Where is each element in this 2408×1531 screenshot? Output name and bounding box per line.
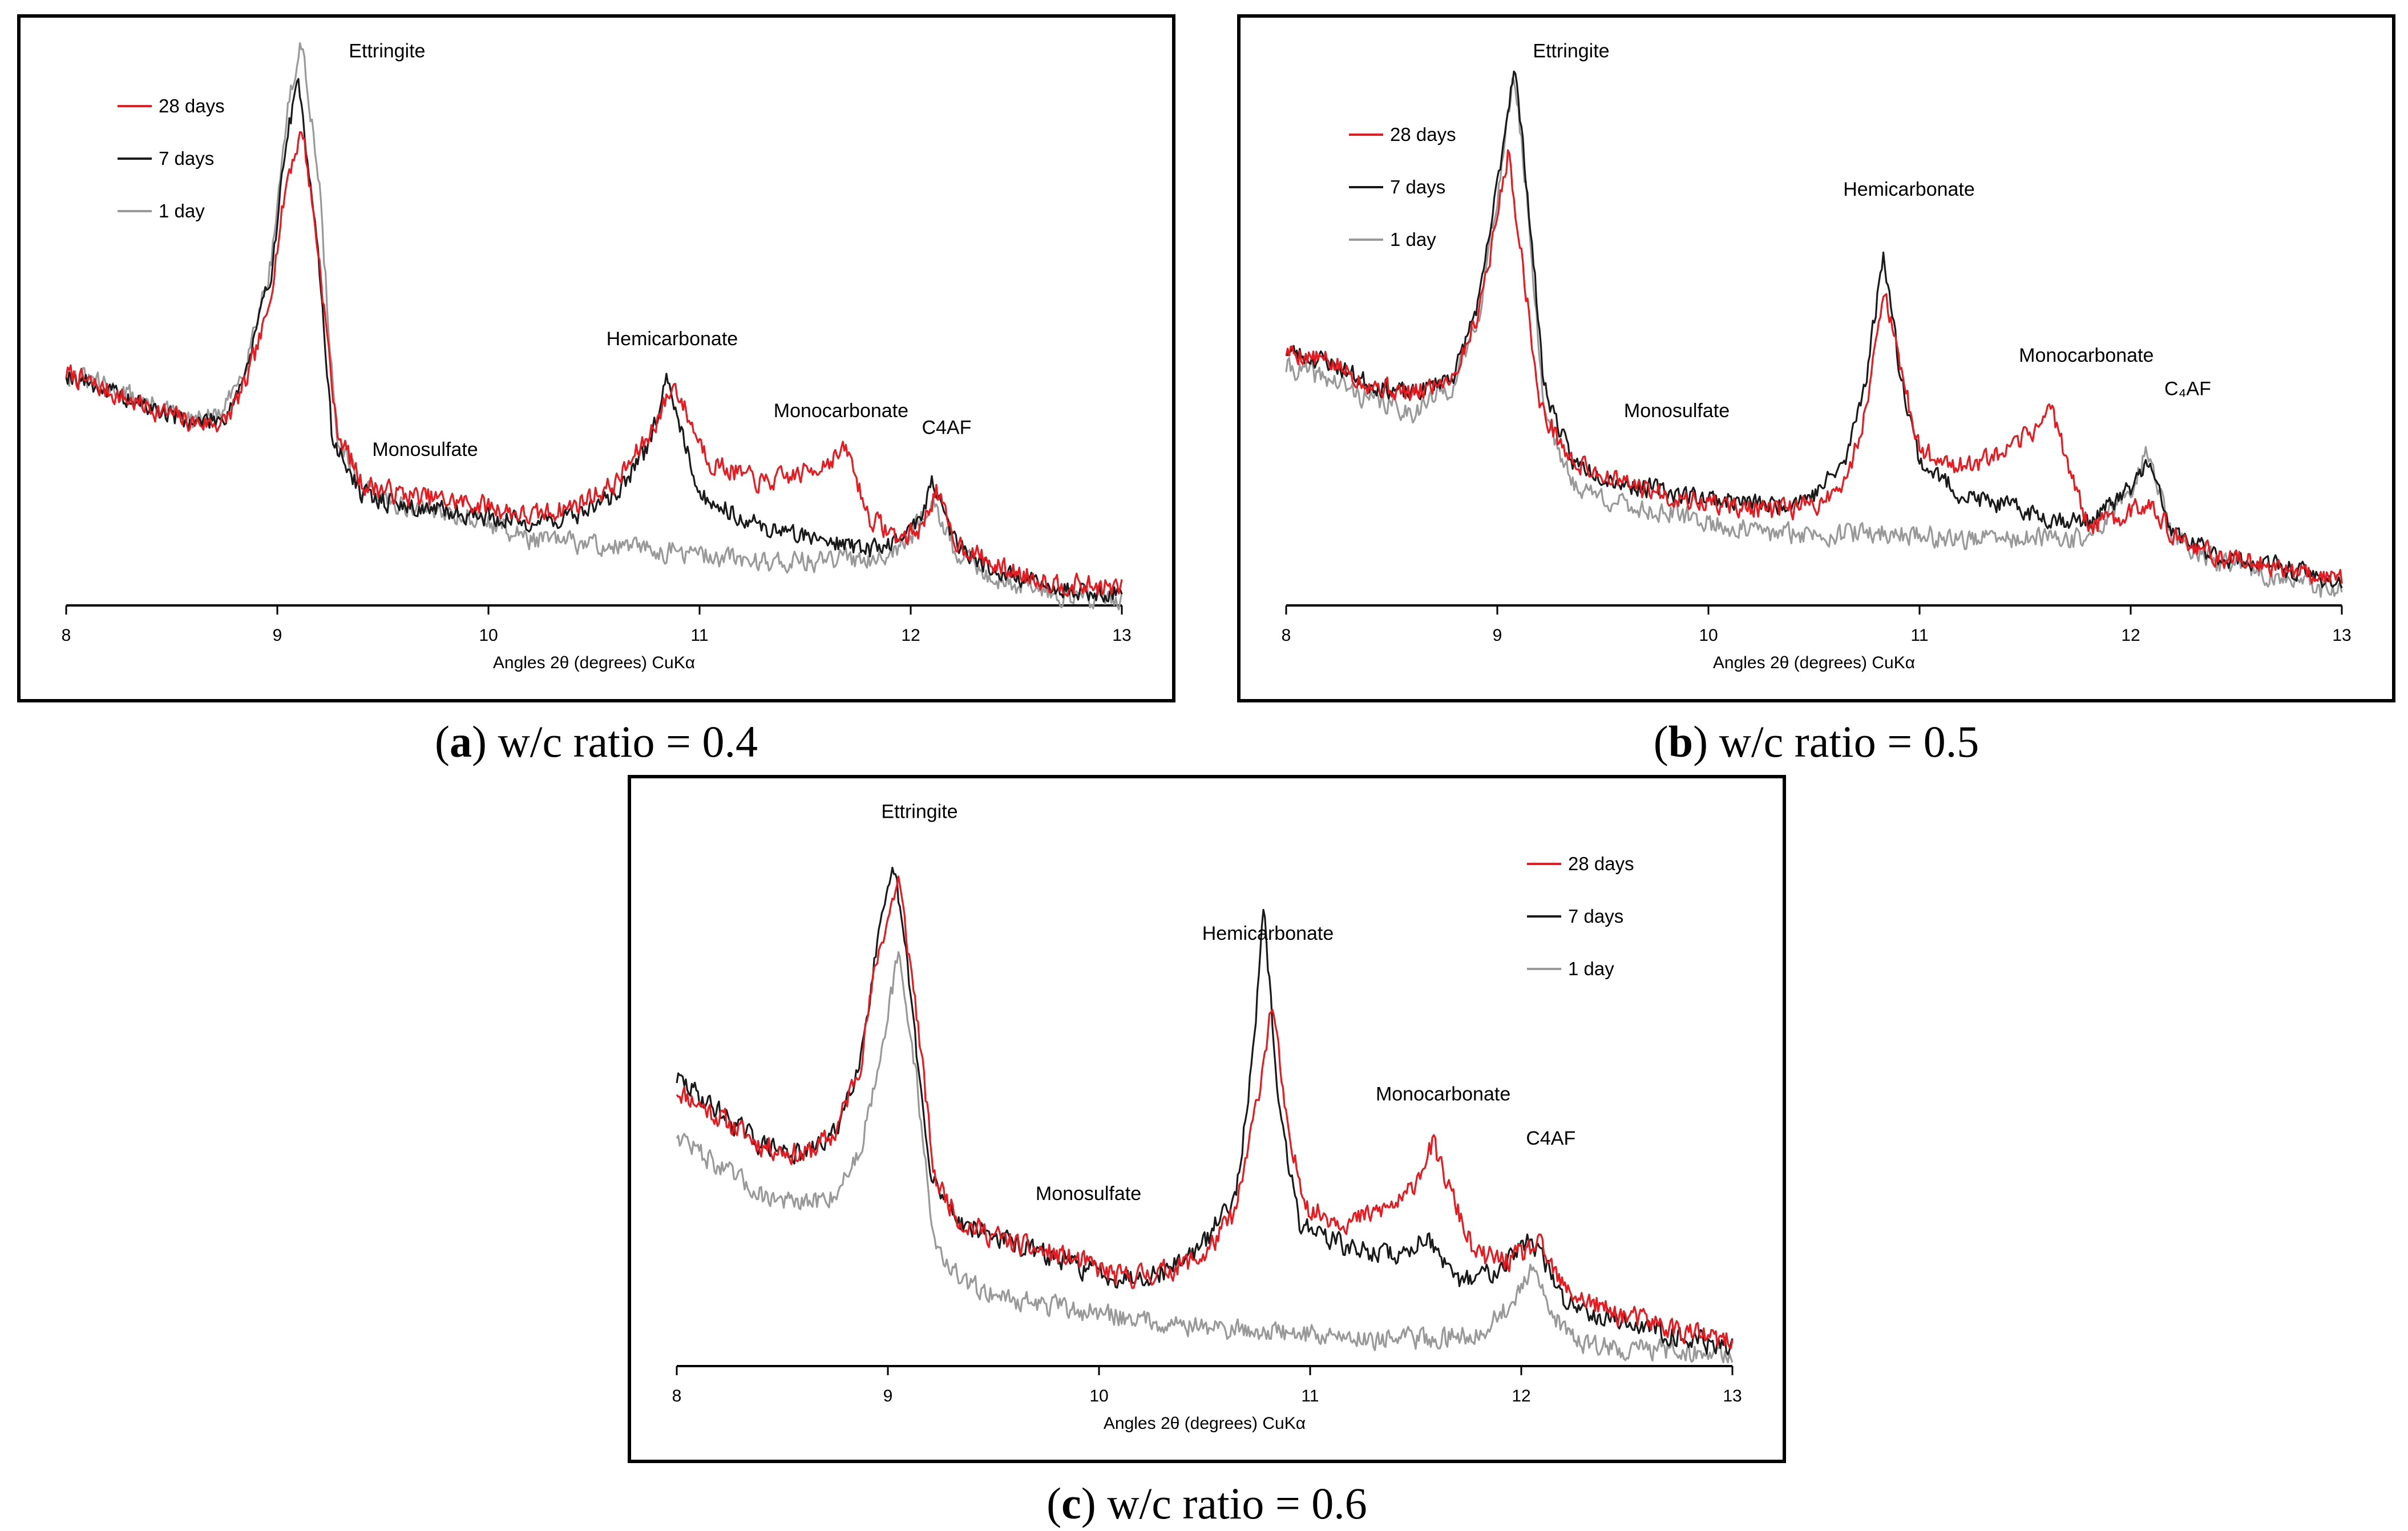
legend-label-b-d1: 1 day: [1390, 229, 1436, 250]
chart-panel-a: 8 9 10 11 12 13 Angles 2θ (degrees) CuKα Ettrin…: [17, 14, 1175, 702]
peak-label-b-2: Monosulfate: [1624, 400, 1730, 422]
x-tick-label-c-5: 13: [1723, 1387, 1742, 1405]
peak-label-a-2: Hemicarbonate: [607, 328, 738, 350]
legend-label-a-d7: 7 days: [159, 148, 214, 169]
peak-label-c-2: Monosulfate: [1036, 1183, 1141, 1205]
x-tick-label-b-4: 12: [2121, 626, 2140, 645]
caption-b-text: w/c ratio = 0.5: [1708, 717, 1979, 766]
legend-label-b-d28: 28 days: [1390, 124, 1456, 145]
x-tick-label-b-0: 8: [1282, 626, 1291, 645]
caption-c-letter: c: [1061, 1479, 1081, 1528]
legend-label-c-d7: 7 days: [1568, 906, 1623, 927]
series-line-c-d1: [676, 951, 1734, 1364]
peak-label-b-1: Hemicarbonate: [1843, 179, 1975, 200]
x-tick-label-a-0: 8: [62, 626, 71, 645]
peak-label-b-0: Ettringite: [1533, 41, 1609, 62]
caption-b: (b) w/c ratio = 0.5: [1653, 717, 1979, 766]
peak-label-a-1: Monosulfate: [372, 439, 478, 460]
peak-label-c-1: Hemicarbonate: [1202, 923, 1334, 944]
peak-label-c-4: C4AF: [1526, 1128, 1575, 1149]
caption-a-letter: a: [449, 717, 472, 766]
peak-label-a-3: Monocarbonate: [774, 400, 908, 422]
x-tick-label-c-2: 10: [1089, 1387, 1108, 1405]
series-line-b-d7: [1286, 70, 2343, 589]
caption-c-text: w/c ratio = 0.6: [1096, 1479, 1367, 1528]
series-line-a-d1: [65, 42, 1123, 611]
legend-label-a-d28: 28 days: [159, 95, 225, 116]
chart-c: 8 9 10 11 12 13 Angles 2θ (degrees) CuKα Ettrin…: [672, 801, 1742, 1433]
peak-label-b-4: C₄AF: [2164, 378, 2211, 399]
x-tick-label-a-5: 13: [1112, 626, 1131, 645]
x-tick-label-b-2: 10: [1699, 626, 1718, 645]
series-line-b-d1: [1285, 77, 2343, 598]
x-tick-label-b-5: 13: [2332, 626, 2351, 645]
x-tick-label-a-3: 11: [690, 626, 708, 645]
peak-label-c-3: Monocarbonate: [1376, 1083, 1510, 1105]
peak-label-a-0: Ettringite: [349, 41, 425, 62]
x-tick-label-a-1: 9: [273, 626, 282, 645]
caption-b-letter: b: [1668, 717, 1694, 766]
x-tick-label-c-3: 11: [1301, 1387, 1319, 1405]
series-line-c-d28: [676, 875, 1734, 1349]
legend-label-a-d1: 1 day: [159, 200, 205, 221]
caption-c: (c) w/c ratio = 0.6: [1047, 1479, 1367, 1528]
peak-label-c-0: Ettringite: [881, 801, 957, 823]
x-axis-label-b: Angles 2θ (degrees) CuKα: [1713, 653, 1915, 672]
x-tick-label-a-2: 10: [479, 626, 498, 645]
legend-label-c-d1: 1 day: [1568, 958, 1614, 979]
x-tick-label-b-1: 9: [1493, 626, 1502, 645]
series-line-a-d28: [65, 131, 1123, 597]
x-axis-label-a: Angles 2θ (degrees) CuKα: [493, 653, 695, 672]
x-tick-label-c-4: 12: [1512, 1387, 1530, 1405]
legend-label-b-d7: 7 days: [1390, 176, 1445, 197]
caption-a: (a) w/c ratio = 0.4: [434, 717, 758, 766]
peak-label-a-4: C4AF: [922, 417, 971, 438]
chart-panel-c: 8 9 10 11 12 13 Angles 2θ (degrees) CuKα Ettrin…: [628, 775, 1786, 1463]
caption-a-text: w/c ratio = 0.4: [486, 717, 758, 766]
legend-label-c-d28: 28 days: [1568, 853, 1634, 874]
series-line-a-d7: [65, 78, 1123, 603]
chart-panel-b: 8 9 10 11 12 13 Angles 2θ (degrees) CuKα Ettrin…: [1237, 14, 2395, 702]
x-tick-label-b-3: 11: [1910, 626, 1928, 645]
series-line-c-d7: [676, 866, 1734, 1356]
x-tick-label-c-0: 8: [672, 1387, 682, 1405]
x-axis-label-c: Angles 2θ (degrees) CuKα: [1104, 1414, 1306, 1433]
chart-a: 8 9 10 11 12 13 Angles 2θ (degrees) CuKα Ettrin…: [62, 41, 1132, 672]
x-tick-label-c-1: 9: [883, 1387, 893, 1405]
x-tick-label-a-4: 12: [901, 626, 920, 645]
peak-label-b-3: Monocarbonate: [2019, 345, 2154, 366]
series-line-b-d28: [1285, 149, 2343, 584]
chart-b: 8 9 10 11 12 13 Angles 2θ (degrees) CuKα Ettrin…: [1282, 41, 2352, 672]
